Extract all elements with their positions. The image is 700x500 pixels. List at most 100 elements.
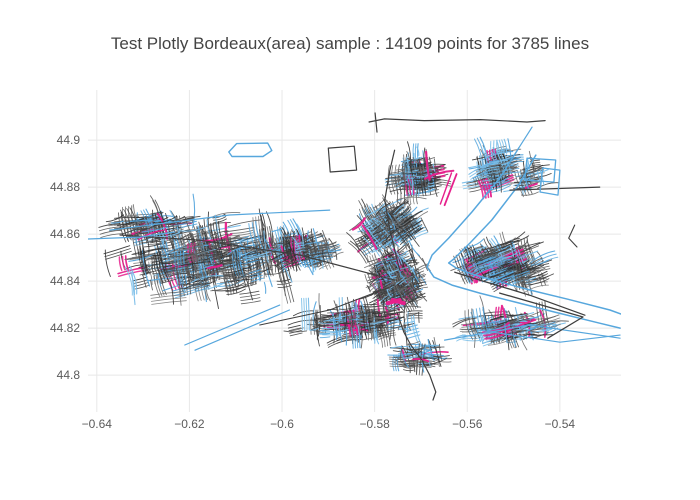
street-segment <box>483 182 511 191</box>
street-segment <box>199 273 205 301</box>
street-segment <box>474 264 486 272</box>
street-segment <box>328 237 338 260</box>
street-segment <box>105 250 132 260</box>
street-segment <box>517 267 539 274</box>
y-tick-label: 44.88 <box>50 180 80 194</box>
feature-north-long-road <box>368 118 546 123</box>
feature-dock-box <box>327 145 358 173</box>
street-segment <box>412 267 419 283</box>
street-segment <box>461 266 490 281</box>
street-segment <box>168 254 192 263</box>
street-segment <box>424 169 455 180</box>
street-segment <box>402 281 427 291</box>
street-segment <box>524 279 537 284</box>
feature-pink-spot-2 <box>390 298 406 306</box>
street-segment <box>390 286 407 294</box>
street-segment <box>169 241 205 254</box>
street-segment <box>153 275 161 297</box>
street-segment <box>317 247 321 266</box>
street-segment <box>395 229 413 253</box>
street-segment <box>392 325 397 346</box>
street-segment <box>407 291 416 298</box>
street-segment <box>249 272 263 277</box>
street-segment <box>507 330 540 334</box>
street-segment <box>297 247 305 267</box>
street-segment <box>103 245 131 255</box>
street-segment <box>535 320 569 326</box>
street-segment <box>239 249 261 252</box>
street-segment <box>477 180 485 200</box>
street-segment <box>375 327 378 341</box>
street-segment <box>518 261 527 288</box>
street-segment <box>104 249 111 277</box>
street-segment <box>413 176 442 180</box>
feature-bottom-blue-right <box>479 329 621 343</box>
feature-pink-diagonal-2 <box>439 172 453 205</box>
street-segment <box>405 292 426 305</box>
street-segment <box>477 256 500 265</box>
street-segment <box>227 268 259 280</box>
street-segment <box>403 284 428 294</box>
street-segment <box>416 167 435 171</box>
street-segment <box>227 219 262 227</box>
street-segment <box>212 213 226 219</box>
street-segment <box>157 273 162 287</box>
street-segment <box>161 225 180 228</box>
street-segment <box>403 369 414 372</box>
street-segment <box>391 164 396 195</box>
street-segment <box>262 249 271 275</box>
street-segment <box>296 249 306 253</box>
street-segment <box>499 254 504 264</box>
street-segment <box>148 232 180 238</box>
street-segment <box>179 226 206 232</box>
street-segment <box>521 166 544 174</box>
street-segment <box>180 261 211 266</box>
street-segment <box>338 314 341 337</box>
street-segment <box>277 260 298 265</box>
street-segment <box>131 225 155 230</box>
street-segment <box>465 321 475 325</box>
street-segment <box>517 257 523 277</box>
street-segment <box>368 221 382 231</box>
street-segment <box>401 349 407 363</box>
street-segment <box>390 305 422 312</box>
street-segment <box>277 284 292 288</box>
street-segment <box>317 241 328 270</box>
street-segment <box>155 215 178 224</box>
feature-northeast-road <box>509 186 601 191</box>
street-segment <box>345 317 370 320</box>
street-segment <box>124 266 133 296</box>
street-segment <box>389 363 415 367</box>
street-segment <box>301 297 303 331</box>
street-segment <box>488 156 517 167</box>
street-segment <box>470 168 500 180</box>
street-segment <box>100 233 123 238</box>
street-segment <box>422 169 427 196</box>
street-segment <box>369 312 373 341</box>
street-segment <box>236 235 262 245</box>
street-segment <box>190 275 224 284</box>
street-segment <box>468 309 477 339</box>
street-segment <box>413 179 442 183</box>
street-segment <box>400 345 409 368</box>
street-segment <box>365 311 369 332</box>
street-segment <box>239 290 260 295</box>
x-tick-label: −0.6 <box>270 417 294 431</box>
street-segment <box>170 215 194 223</box>
street-segment <box>351 217 366 231</box>
street-segment <box>257 239 261 252</box>
street-segment <box>469 238 484 248</box>
street-segment <box>222 262 258 274</box>
street-segment <box>497 156 502 173</box>
street-segment <box>475 308 485 342</box>
street-segment <box>528 250 556 265</box>
street-segment <box>407 315 423 317</box>
feature-garonne-north <box>518 126 533 149</box>
street-segment <box>319 328 351 335</box>
street-segment <box>320 240 332 269</box>
street-segment <box>458 316 482 320</box>
street-segment <box>403 278 426 284</box>
street-segment <box>242 253 261 258</box>
street-segment <box>392 354 395 372</box>
